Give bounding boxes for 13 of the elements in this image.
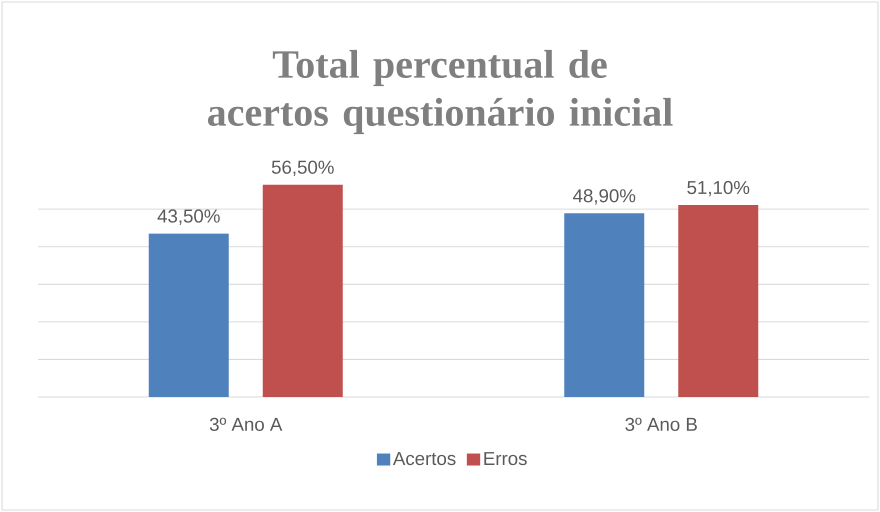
- x-tick-label: 3º Ano A: [210, 418, 282, 431]
- bar: [148, 234, 229, 397]
- bar: [262, 184, 343, 397]
- legend-label: Acertos: [392, 452, 456, 466]
- data-label: 43,50%: [158, 209, 220, 225]
- bar: [564, 213, 644, 397]
- data-label: 51,10%: [687, 180, 750, 196]
- legend-label: Erros: [484, 452, 527, 466]
- data-label: 56,50%: [272, 160, 334, 176]
- chart-title: Total percentual de acertos questionário inicial: [208, 50, 673, 134]
- data-label: 48,90%: [573, 189, 636, 205]
- bar: [678, 205, 758, 397]
- x-tick-label: 3º Ano B: [625, 418, 697, 431]
